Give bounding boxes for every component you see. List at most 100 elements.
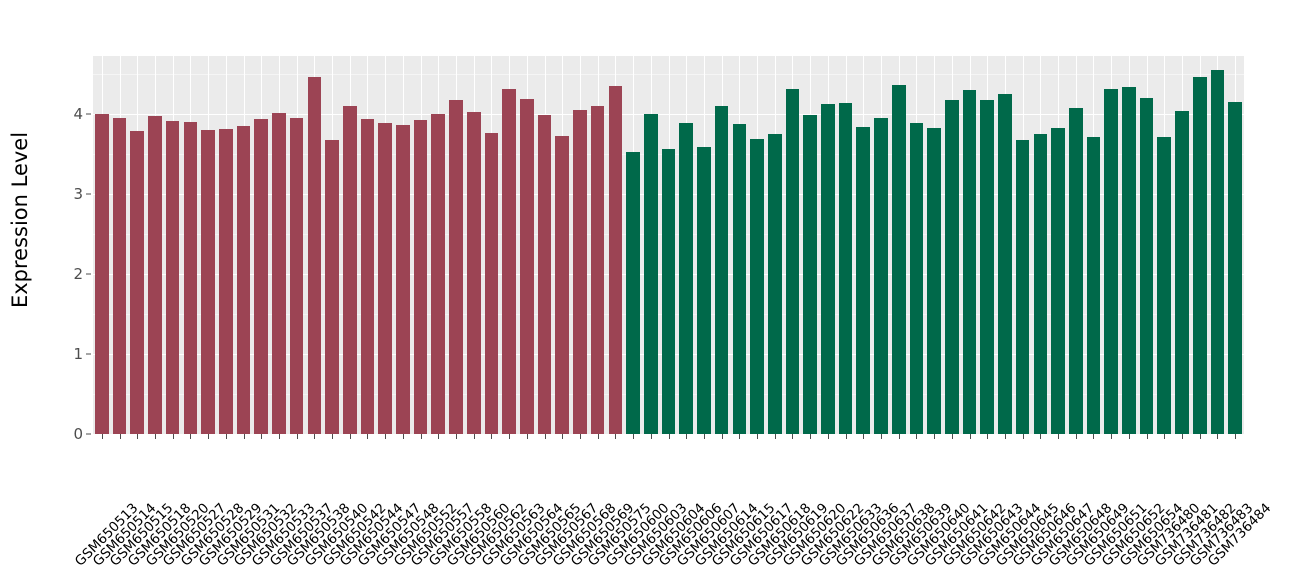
bar (573, 109, 587, 434)
x-axis-tick-mark (721, 434, 723, 439)
x-axis-tick-mark (296, 434, 298, 439)
x-axis-tick-mark (1146, 434, 1148, 439)
bar (130, 131, 145, 434)
bar (484, 132, 499, 434)
bar (1157, 136, 1172, 434)
x-axis-tick-mark (402, 434, 404, 439)
x-axis-tick-mark (1199, 434, 1201, 439)
bar (449, 100, 463, 434)
bar (396, 124, 410, 434)
y-axis-tick-label: 1 (73, 344, 83, 363)
y-axis-tick-mark (86, 113, 91, 115)
x-axis-tick-mark (385, 434, 387, 439)
bar (679, 123, 693, 434)
x-axis-tick-mark (880, 434, 882, 439)
y-axis-tick-label: 0 (73, 425, 83, 443)
bar (537, 115, 552, 434)
x-axis-tick-mark (526, 434, 528, 439)
x-axis-tick-mark (190, 434, 192, 439)
bar (856, 127, 871, 434)
x-axis-tick-mark (101, 434, 103, 439)
bar (1068, 108, 1083, 434)
x-axis-tick-mark (349, 434, 351, 439)
bar (1051, 128, 1065, 434)
y-axis-tick-label: 4 (73, 104, 83, 123)
bar (891, 84, 906, 434)
bar (254, 119, 269, 434)
x-axis-tick-mark (473, 434, 475, 439)
x-axis-tick-mark (544, 434, 546, 439)
bar (95, 114, 109, 434)
x-axis-tick-mark (579, 434, 581, 439)
x-axis-tick-mark (261, 434, 263, 439)
x-axis-tick-mark (1235, 434, 1237, 439)
y-axis-tick-label: 2 (73, 264, 83, 283)
bar (1139, 97, 1154, 434)
x-axis-tick-mark (1058, 434, 1060, 439)
bar (785, 88, 800, 434)
bar (590, 106, 605, 434)
bar (218, 128, 233, 434)
y-axis-tick-mark (86, 433, 91, 435)
x-axis-tick-mark (934, 434, 936, 439)
y-axis-tick-mark (86, 353, 91, 355)
bar (1228, 102, 1242, 434)
x-axis-tick-mark (739, 434, 741, 439)
x-axis-tick-mark (314, 434, 316, 439)
bar (502, 88, 516, 434)
bar (466, 112, 481, 434)
bar (874, 118, 888, 434)
x-axis-tick-mark (792, 434, 794, 439)
y-axis-tick-mark (86, 273, 91, 275)
bar (980, 100, 995, 434)
bar (909, 123, 924, 434)
x-axis-tick-mark (668, 434, 670, 439)
bar (342, 106, 357, 434)
x-axis-tick-mark (1164, 434, 1166, 439)
x-axis-tick-mark (969, 434, 971, 439)
x-axis-tick-mark (810, 434, 812, 439)
y-axis-tick-mark (86, 193, 91, 195)
bar (1175, 111, 1189, 434)
x-axis-tick-mark (633, 434, 635, 439)
x-axis-tick-mark (1111, 434, 1113, 439)
bar (821, 104, 835, 434)
x-axis-tick-mark (456, 434, 457, 439)
x-axis-tick-mark (1040, 434, 1042, 439)
x-axis-tick-mark (1004, 434, 1006, 439)
bar (201, 130, 215, 434)
x-axis-tick-mark (916, 434, 918, 439)
x-axis-tick-mark (1022, 434, 1024, 439)
bar (767, 133, 782, 434)
x-axis-tick-mark (757, 434, 759, 439)
bar (838, 103, 853, 434)
bar (1122, 87, 1136, 434)
x-axis-tick-mark (438, 434, 440, 439)
bar (661, 148, 676, 434)
x-axis-tick-mark (154, 434, 156, 439)
bar (1086, 136, 1101, 434)
bar (750, 139, 764, 434)
x-axis-tick-mark (119, 434, 121, 439)
bar (148, 116, 162, 434)
bar (1033, 134, 1048, 434)
x-axis-tick-mark (491, 434, 493, 439)
x-axis-tick-mark (863, 434, 865, 439)
bar (945, 100, 959, 434)
x-axis-tick-mark (172, 434, 174, 439)
bar (555, 136, 570, 434)
x-axis-tick-mark (774, 434, 776, 439)
bar (714, 105, 729, 434)
x-axis-tick-mark (951, 434, 953, 439)
bar (608, 86, 623, 434)
x-axis-tick-mark (615, 434, 617, 439)
x-axis-tick-mark (703, 434, 705, 439)
bar (272, 112, 286, 434)
bar (1104, 88, 1118, 434)
plot-panel (93, 56, 1244, 434)
x-axis-tick-mark (597, 434, 599, 439)
x-axis-tick-mark (509, 434, 511, 439)
x-axis-tick-mark (332, 434, 334, 439)
bar (998, 94, 1012, 434)
